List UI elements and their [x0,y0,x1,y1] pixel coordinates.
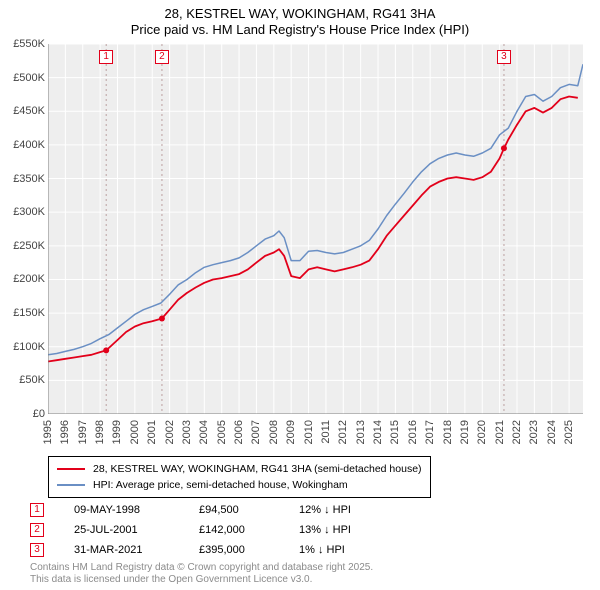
x-tick-label: 2020 [476,420,488,444]
y-tick-label: £500K [13,72,45,84]
legend-label: HPI: Average price, semi-detached house,… [93,479,348,491]
y-tick-label: £400K [13,139,45,151]
legend-swatch [57,484,85,486]
x-tick-label: 2001 [146,420,158,444]
y-tick-label: £50K [19,374,45,386]
x-tick-label: 2006 [233,420,245,444]
x-tick-label: 2009 [285,420,297,444]
footer-line-1: Contains HM Land Registry data © Crown c… [30,562,373,574]
chart-title: 28, KESTREL WAY, WOKINGHAM, RG41 3HA Pri… [0,0,600,39]
y-tick-label: £100K [13,341,45,353]
x-tick-label: 1997 [77,420,89,444]
datapoint-date: 31-MAR-2021 [74,544,169,556]
datapoint-marker: 3 [30,543,44,557]
x-tick-label: 2008 [268,420,280,444]
title-line-2: Price paid vs. HM Land Registry's House … [0,22,600,38]
datapoint-price: £395,000 [199,544,269,556]
datapoint-price: £142,000 [199,524,269,536]
x-tick-label: 2023 [528,420,540,444]
x-tick-label: 2022 [511,420,523,444]
x-tick-label: 2018 [442,420,454,444]
datapoint-row: 2 25-JUL-2001 £142,000 13% ↓ HPI [30,520,379,540]
x-tick-label: 2021 [494,420,506,444]
datapoint-delta: 1% ↓ HPI [299,544,379,556]
x-tick-label: 2025 [563,420,575,444]
x-tick-label: 2002 [164,420,176,444]
datapoint-marker: 2 [30,523,44,537]
x-tick-label: 2015 [389,420,401,444]
legend-label: 28, KESTREL WAY, WOKINGHAM, RG41 3HA (se… [93,463,422,475]
x-tick-label: 1996 [59,420,71,444]
x-tick-label: 2013 [355,420,367,444]
datapoint-price: £94,500 [199,504,269,516]
x-tick-label: 1999 [111,420,123,444]
datapoint-marker: 1 [30,503,44,517]
title-line-1: 28, KESTREL WAY, WOKINGHAM, RG41 3HA [0,6,600,22]
chart-marker-2: 2 [155,50,169,64]
datapoint-date: 09-MAY-1998 [74,504,169,516]
x-tick-label: 2011 [320,420,332,444]
x-tick-label: 2017 [424,420,436,444]
datapoint-delta: 13% ↓ HPI [299,524,379,536]
datapoint-row: 1 09-MAY-1998 £94,500 12% ↓ HPI [30,500,379,520]
x-tick-label: 2016 [407,420,419,444]
x-tick-label: 1998 [94,420,106,444]
chart-legend: 28, KESTREL WAY, WOKINGHAM, RG41 3HA (se… [48,456,431,498]
y-tick-label: £150K [13,307,45,319]
y-tick-label: £350K [13,173,45,185]
y-tick-label: £550K [13,38,45,50]
legend-entry: HPI: Average price, semi-detached house,… [57,477,422,493]
chart-marker-3: 3 [497,50,511,64]
datapoint-row: 3 31-MAR-2021 £395,000 1% ↓ HPI [30,540,379,560]
x-tick-label: 2014 [372,420,384,444]
x-tick-label: 2000 [129,420,141,444]
sale-datapoints-table: 1 09-MAY-1998 £94,500 12% ↓ HPI 2 25-JUL-2001… [30,500,379,560]
x-tick-label: 2005 [216,420,228,444]
attribution-footer: Contains HM Land Registry data © Crown c… [30,562,373,586]
datapoint-date: 25-JUL-2001 [74,524,169,536]
y-tick-label: £250K [13,240,45,252]
x-tick-label: 2012 [337,420,349,444]
x-tick-label: 2004 [198,420,210,444]
x-tick-label: 2024 [546,420,558,444]
datapoint-delta: 12% ↓ HPI [299,504,379,516]
x-tick-label: 2019 [459,420,471,444]
chart-marker-1: 1 [99,50,113,64]
x-tick-label: 2010 [303,420,315,444]
y-tick-label: £450K [13,105,45,117]
y-tick-label: £0 [33,408,45,420]
footer-line-2: This data is licensed under the Open Gov… [30,574,373,586]
legend-swatch [57,468,85,470]
chart-plot-area: £0£50K£100K£150K£200K£250K£300K£350K£400… [48,44,583,414]
legend-entry: 28, KESTREL WAY, WOKINGHAM, RG41 3HA (se… [57,461,422,477]
y-tick-label: £200K [13,273,45,285]
x-tick-label: 2007 [250,420,262,444]
chart-svg [48,44,583,414]
y-tick-label: £300K [13,206,45,218]
x-tick-label: 1995 [42,420,54,444]
x-tick-label: 2003 [181,420,193,444]
